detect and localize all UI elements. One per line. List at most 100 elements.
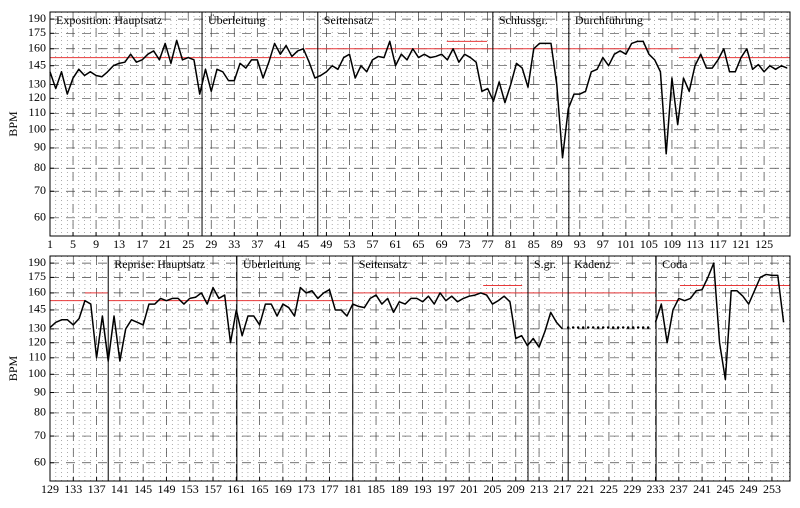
x-tick-label: 245	[716, 482, 734, 496]
x-tick-label: 133	[64, 482, 82, 496]
x-tick-label: 29	[205, 237, 217, 251]
tempo-line	[49, 262, 785, 381]
x-tick-label: 145	[134, 482, 152, 496]
x-tick-label: 117	[709, 237, 727, 251]
x-tick-label: 153	[181, 482, 199, 496]
x-tick-label: 205	[483, 482, 501, 496]
y-tick-label: 100	[28, 366, 46, 380]
x-tick-label: 181	[344, 482, 362, 496]
y-tick-label: 60	[34, 210, 46, 224]
x-tick-label: 209	[507, 482, 525, 496]
x-tick-label: 33	[228, 237, 240, 251]
x-tick-label: 13	[113, 237, 125, 251]
x-tick-label: 241	[693, 482, 711, 496]
section-label: Exposition: Hauptsatz	[56, 13, 162, 27]
x-tick-label: 165	[251, 482, 269, 496]
y-tick-label: 100	[28, 122, 46, 136]
x-tick-label: 137	[88, 482, 106, 496]
x-tick-label: 97	[597, 237, 609, 251]
y-tick-label: 110	[28, 350, 46, 364]
y-tick-label: 110	[28, 105, 46, 119]
y-axis-label: BPM	[6, 111, 20, 137]
x-tick-label: 197	[437, 482, 455, 496]
x-tick-label: 1	[47, 237, 53, 251]
x-tick-label: 77	[482, 237, 494, 251]
x-tick-label: 201	[460, 482, 478, 496]
x-tick-label: 249	[740, 482, 758, 496]
x-tick-label: 69	[436, 237, 448, 251]
section-label: S.gr.	[534, 257, 556, 271]
x-tick-label: 221	[577, 482, 595, 496]
x-tick-label: 233	[647, 482, 665, 496]
x-tick-label: 41	[274, 237, 286, 251]
x-tick-label: 125	[755, 237, 773, 251]
y-tick-label: 80	[34, 160, 46, 174]
y-tick-label: 120	[28, 90, 46, 104]
y-tick-label: 145	[28, 302, 46, 316]
x-tick-label: 25	[182, 237, 194, 251]
x-tick-label: 93	[574, 237, 586, 251]
section-label: Durchführung	[575, 13, 643, 27]
y-tick-label: 160	[28, 285, 46, 299]
y-tick-label: 70	[34, 183, 46, 197]
section-label: Schlussgr.	[499, 13, 548, 27]
x-tick-label: 129	[41, 482, 59, 496]
x-tick-label: 105	[640, 237, 658, 251]
x-tick-label: 109	[663, 237, 681, 251]
x-tick-label: 189	[390, 482, 408, 496]
x-tick-label: 45	[297, 237, 309, 251]
x-tick-label: 37	[251, 237, 263, 251]
y-tick-label: 175	[28, 25, 46, 39]
tempo-line	[49, 39, 788, 159]
x-tick-label: 229	[623, 482, 641, 496]
x-tick-label: 161	[227, 482, 245, 496]
x-tick-label: 193	[414, 482, 432, 496]
section-label: Kadenz	[574, 257, 611, 271]
y-tick-label: 90	[34, 140, 46, 154]
y-tick-label: 90	[34, 384, 46, 398]
section-label: Seitensatz	[324, 13, 373, 27]
section-label: Reprise: Hauptsatz	[114, 257, 205, 271]
x-tick-label: 237	[670, 482, 688, 496]
x-tick-label: 217	[553, 482, 571, 496]
x-tick-label: 225	[600, 482, 618, 496]
y-tick-label: 130	[28, 321, 46, 335]
x-tick-label: 213	[530, 482, 548, 496]
y-tick-label: 175	[28, 269, 46, 283]
y-tick-label: 160	[28, 40, 46, 54]
x-tick-label: 185	[367, 482, 385, 496]
x-tick-label: 57	[366, 237, 378, 251]
y-tick-label: 130	[28, 76, 46, 90]
x-tick-label: 61	[390, 237, 402, 251]
x-tick-label: 89	[551, 237, 563, 251]
y-tick-label: 145	[28, 57, 46, 71]
y-tick-label: 190	[28, 255, 46, 269]
y-tick-label: 120	[28, 334, 46, 348]
plot-frame	[49, 255, 791, 482]
x-tick-label: 73	[459, 237, 471, 251]
y-tick-label: 70	[34, 428, 46, 442]
x-tick-label: 53	[343, 237, 355, 251]
x-tick-label: 9	[93, 237, 99, 251]
section-label: Überleitung	[243, 257, 300, 271]
x-tick-label: 5	[70, 237, 76, 251]
x-tick-label: 21	[159, 237, 171, 251]
y-tick-label: 190	[28, 11, 46, 25]
x-tick-label: 121	[732, 237, 750, 251]
x-tick-label: 49	[320, 237, 332, 251]
x-tick-label: 253	[763, 482, 781, 496]
x-tick-label: 17	[136, 237, 148, 251]
x-tick-label: 65	[413, 237, 425, 251]
x-tick-label: 177	[320, 482, 338, 496]
y-tick-label: 80	[34, 405, 46, 419]
section-label: Coda	[662, 257, 688, 271]
y-tick-label: 60	[34, 455, 46, 469]
x-tick-label: 113	[686, 237, 704, 251]
x-tick-label: 81	[505, 237, 517, 251]
x-tick-label: 149	[157, 482, 175, 496]
x-tick-label: 173	[297, 482, 315, 496]
section-label: Überleitung	[208, 13, 265, 27]
